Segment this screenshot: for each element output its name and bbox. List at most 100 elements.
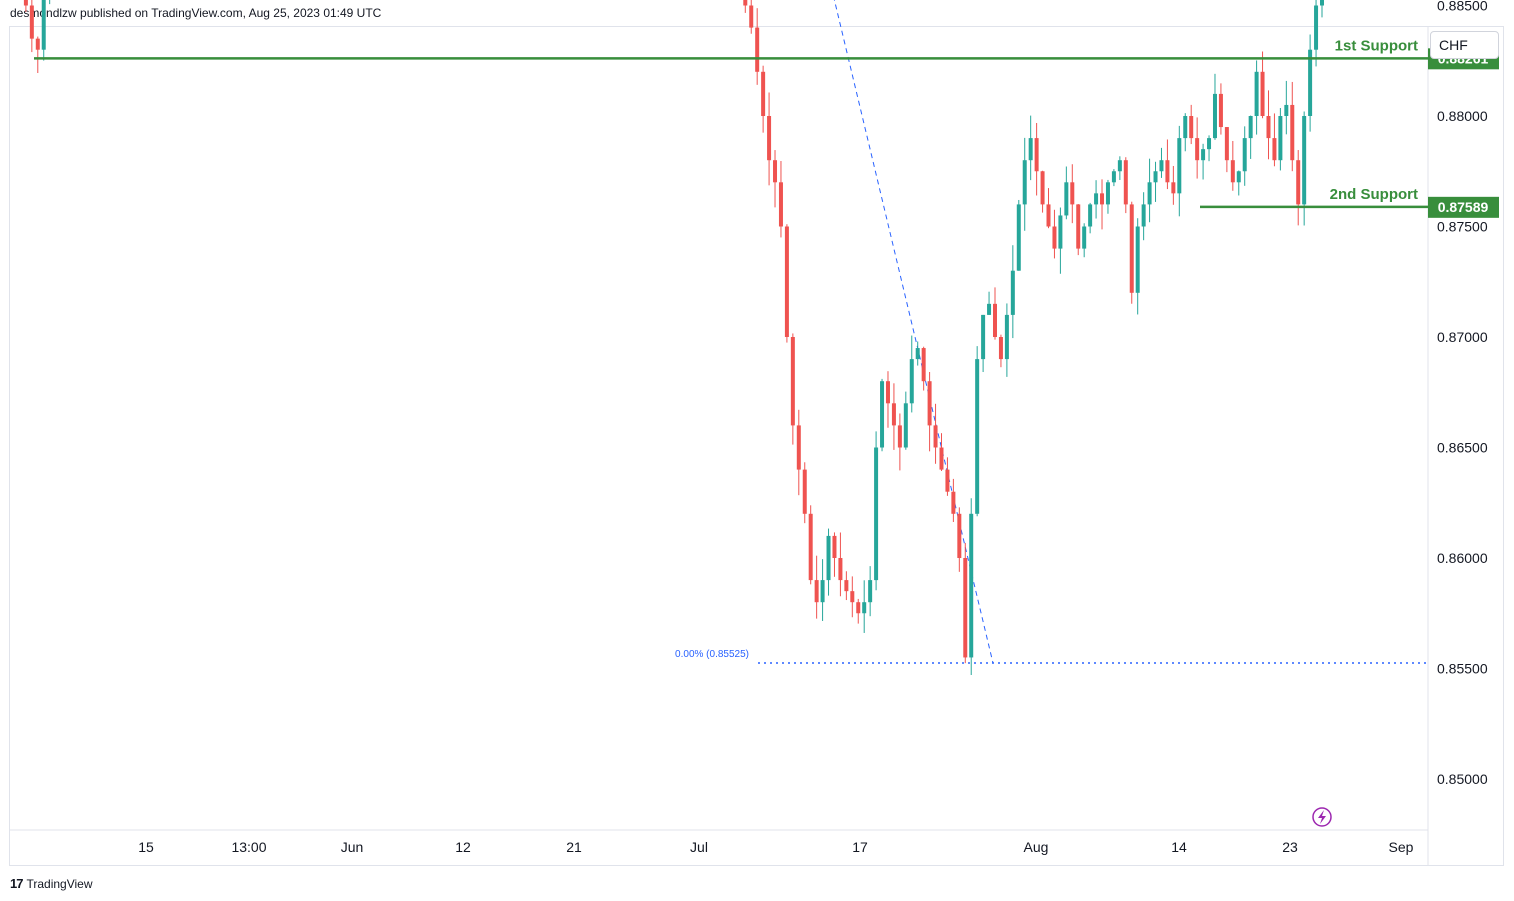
candle-body <box>1314 5 1319 50</box>
candle-body <box>1111 171 1116 183</box>
candle-body <box>1034 138 1039 172</box>
tradingview-mark-icon: 17 <box>10 876 24 891</box>
candle-body <box>1195 138 1200 161</box>
level-name-label: 1st Support <box>1335 37 1418 54</box>
candle-body <box>957 513 962 558</box>
time-tick-label: 23 <box>1282 839 1298 855</box>
candle-body <box>35 38 40 50</box>
candle-body <box>1284 104 1289 116</box>
support-resistance-levels[interactable]: 2nd Resistance0.900301st Resistance0.891… <box>34 0 1499 218</box>
price-tick-label: 0.88500 <box>1437 0 1488 14</box>
candle-body <box>921 348 926 382</box>
candle-body <box>1201 149 1206 161</box>
tradingview-logo[interactable]: 17 TradingView <box>10 876 93 891</box>
candle-body <box>41 0 46 50</box>
time-tick-label: 13:00 <box>231 839 266 855</box>
time-tick-label: 12 <box>455 839 471 855</box>
candle-body <box>987 303 992 315</box>
time-axis[interactable]: 15 13:00 Jun 12 21 Jul 17 Aug 14 23 Sep <box>138 839 1413 855</box>
candle-body <box>975 359 980 514</box>
candle-body <box>1153 171 1158 183</box>
candle-body <box>743 0 748 6</box>
candle-body <box>993 303 997 337</box>
candle-body <box>773 160 778 183</box>
candle-body <box>1290 104 1295 161</box>
time-tick-label: Aug <box>1024 839 1049 855</box>
level-value-label: 0.87589 <box>1438 199 1489 215</box>
candle-body <box>1076 204 1081 249</box>
candle-body <box>856 602 861 614</box>
candle-body <box>885 381 890 404</box>
chart-frame[interactable] <box>9 26 1504 866</box>
candle-body <box>1159 160 1164 172</box>
candle-body <box>1064 182 1069 216</box>
candle-body <box>838 558 843 581</box>
candle-body <box>1088 204 1093 227</box>
price-tick-label: 0.87000 <box>1437 329 1488 345</box>
candle-body <box>868 580 873 603</box>
candle-body <box>1242 138 1247 172</box>
tradingview-brand: TradingView <box>26 876 93 891</box>
candle-body <box>1028 138 1033 161</box>
candles <box>23 0 1324 675</box>
candle-body <box>1189 116 1194 139</box>
candle-body <box>1254 71 1259 116</box>
time-tick-label: 17 <box>852 839 868 855</box>
candle-body <box>23 0 28 6</box>
candle-body <box>778 182 783 227</box>
currency-button[interactable]: CHF <box>1430 31 1499 59</box>
price-axis[interactable]: 0.915000.910000.905000.900000.895000.890… <box>1437 0 1488 787</box>
candle-body <box>1230 160 1235 183</box>
candle-body <box>1302 116 1307 205</box>
candle-body <box>1296 160 1301 205</box>
candle-body <box>761 71 766 116</box>
candle-body <box>1117 160 1122 172</box>
candle-body <box>767 116 772 161</box>
candle-body <box>29 5 34 39</box>
candle-body <box>1058 215 1063 249</box>
candle-body <box>874 447 879 581</box>
candle-body <box>1266 116 1271 139</box>
candle-body <box>1004 314 1009 360</box>
candle-body <box>1100 193 1105 205</box>
time-tick-label: 21 <box>566 839 582 855</box>
candle-body <box>1123 160 1128 205</box>
candle-body <box>1082 226 1087 249</box>
candle-body <box>790 337 795 426</box>
candle-body <box>1135 226 1140 293</box>
time-tick-label: 15 <box>138 839 154 855</box>
candle-body <box>1218 93 1223 128</box>
candle-body <box>1147 182 1152 205</box>
candle-body <box>1040 171 1045 205</box>
time-tick-label: Jul <box>690 839 708 855</box>
candle-body <box>1070 182 1075 205</box>
candle-body <box>862 602 867 614</box>
price-tick-label: 0.85500 <box>1437 661 1488 677</box>
time-tick-label: Sep <box>1389 839 1414 855</box>
price-tick-label: 0.85000 <box>1437 771 1488 787</box>
candle-body <box>1105 182 1110 205</box>
candle-body <box>909 359 914 404</box>
price-tick-label: 0.86000 <box>1437 550 1488 566</box>
candle-body <box>963 558 968 658</box>
candle-body <box>1320 0 1324 6</box>
candle-body <box>1308 49 1313 117</box>
candle-body <box>832 535 837 558</box>
level-value-badge <box>1428 196 1499 218</box>
candle-body <box>1016 204 1021 271</box>
candle-body <box>945 469 950 492</box>
candle-body <box>915 348 920 360</box>
fib-level-label: 0.00% (0.85525) <box>675 649 749 660</box>
candle-body <box>933 425 938 448</box>
candle-body <box>951 491 956 514</box>
candle-body <box>820 580 825 603</box>
candle-body <box>1224 127 1229 161</box>
price-tick-label: 0.87500 <box>1437 219 1488 235</box>
lightning-icon[interactable] <box>1312 807 1332 827</box>
candle-body <box>1272 138 1277 161</box>
candle-body <box>1171 182 1176 194</box>
candle-body <box>1177 138 1182 194</box>
candle-body <box>1010 270 1015 315</box>
candle-body <box>850 591 855 603</box>
